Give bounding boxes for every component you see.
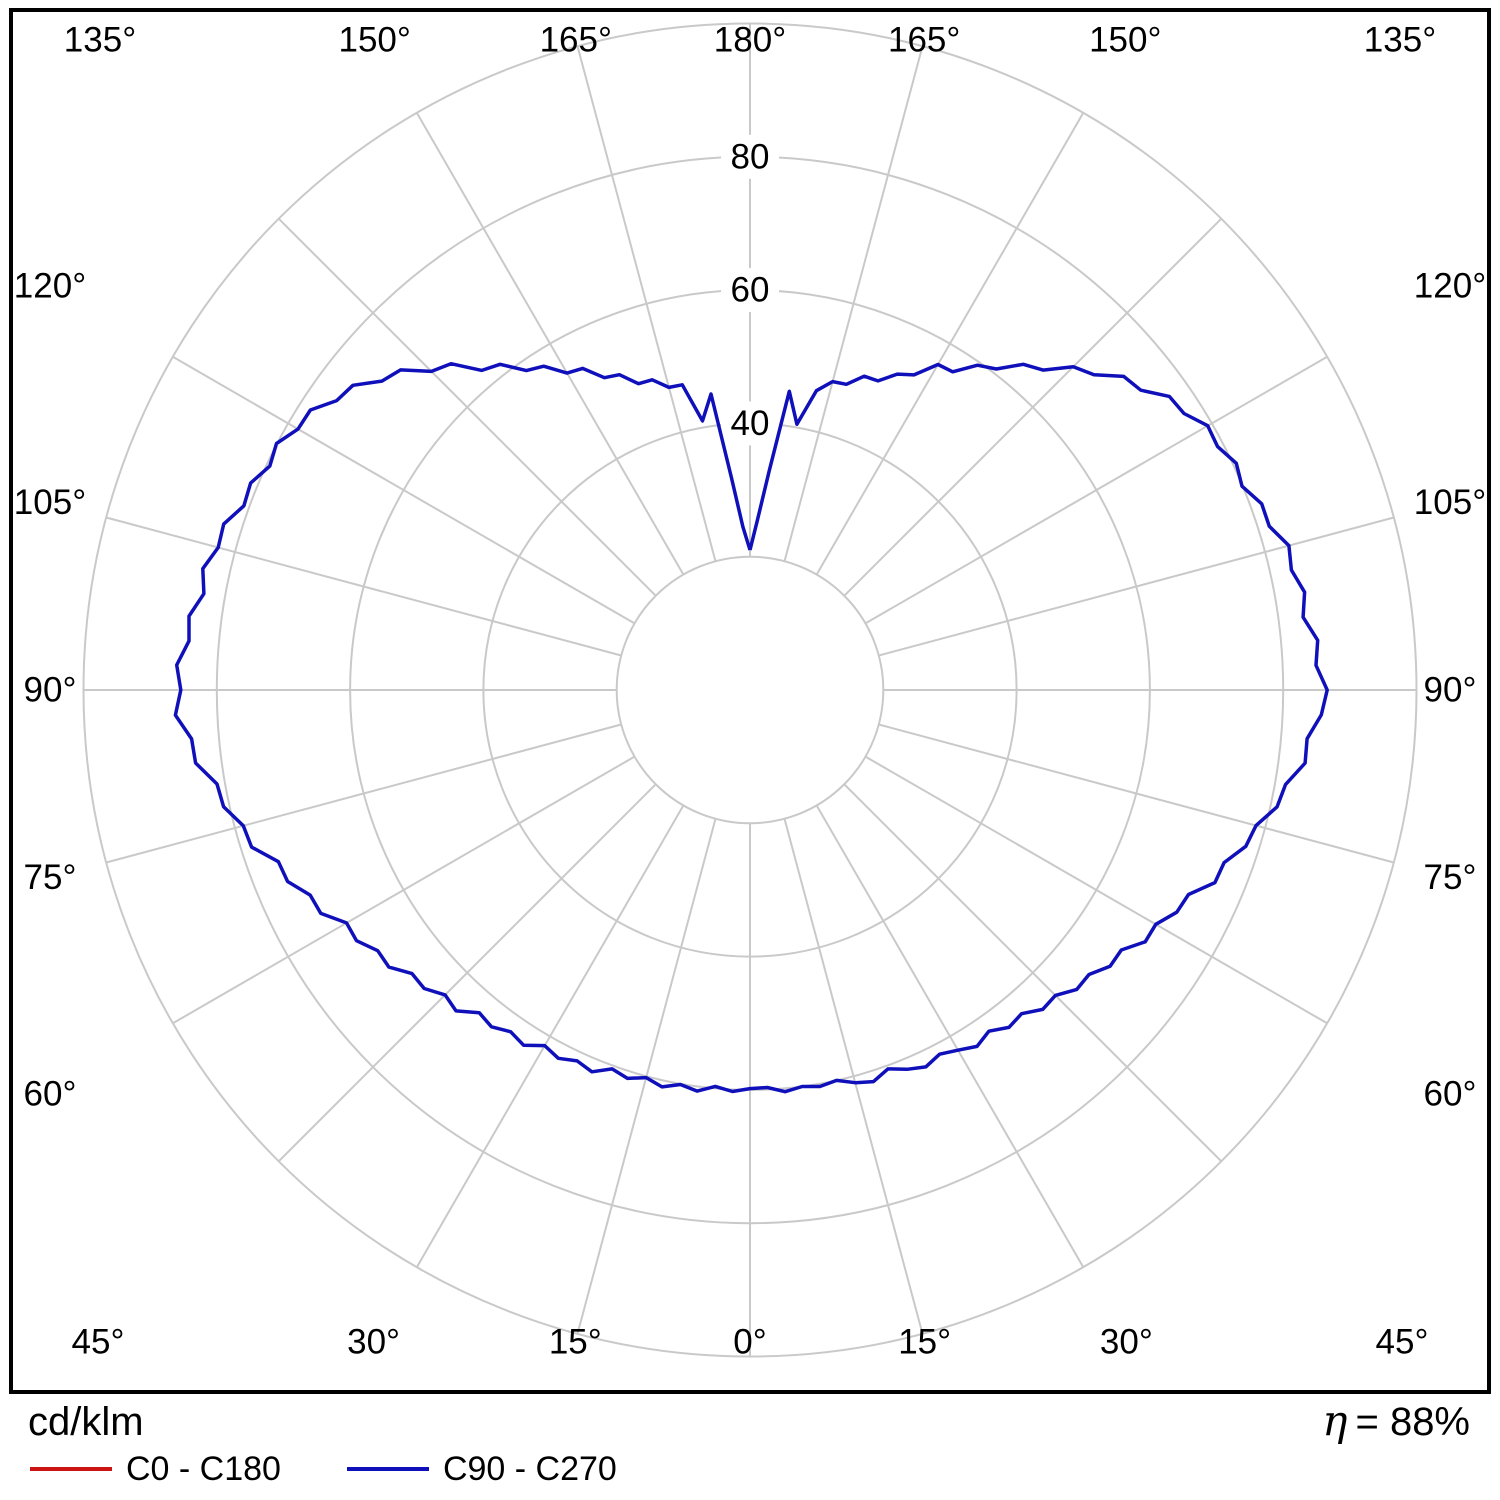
grid-spoke (783, 45, 924, 562)
radial-tick-label: 40 (731, 404, 770, 443)
angle-label: 30° (1100, 1323, 1153, 1362)
angle-label: 105° (14, 483, 86, 522)
legend-item-c0-c180: C0 - C180 (30, 1450, 281, 1488)
grid-spoke (815, 804, 1085, 1268)
radial-tick-label-bg (721, 401, 779, 446)
radial-tick-label: 60 (731, 271, 770, 310)
grid-spoke (277, 783, 657, 1163)
intensity-curve-c90-c270 (173, 361, 1329, 1094)
angle-label: 15° (549, 1323, 602, 1362)
legend-label-c90-c270: C90 - C270 (442, 1450, 617, 1488)
angle-label: 60° (1424, 1075, 1477, 1114)
grid-spoke (277, 217, 657, 597)
angle-label: 90° (24, 671, 77, 710)
legend: C0 - C180 C90 - C270 (30, 1450, 617, 1488)
grid-spoke (105, 516, 622, 657)
grid-spoke (843, 217, 1223, 597)
legend-item-c90-c270: C90 - C270 (346, 1450, 617, 1488)
legend-label-c0-c180: C0 - C180 (126, 1450, 281, 1488)
efficiency-label: η = 88% (1322, 1398, 1470, 1445)
grid-spoke (172, 755, 636, 1025)
radial-tick-label-bg (721, 268, 779, 313)
angle-label: 90° (1424, 671, 1477, 710)
grid-ring (615, 555, 885, 825)
angle-label: 150° (338, 21, 410, 60)
angle-label: 165° (888, 21, 960, 60)
eta-symbol: η (1322, 1396, 1348, 1445)
angle-label: 150° (1089, 21, 1161, 60)
angle-label: 60° (24, 1075, 77, 1114)
angle-label: 105° (1414, 483, 1486, 522)
angle-label: 45° (1376, 1323, 1429, 1362)
angle-label: 0° (733, 1323, 766, 1362)
angle-label: 165° (540, 21, 612, 60)
angle-label: 75° (1424, 858, 1477, 897)
grid-spoke (864, 355, 1328, 625)
angle-label: 135° (64, 21, 136, 60)
radial-tick-label: 80 (731, 137, 770, 176)
grid-spoke (415, 112, 685, 576)
grid-spoke (105, 723, 622, 864)
angle-label: 75° (24, 858, 77, 897)
units-label: cd/klm (28, 1400, 144, 1444)
radial-tick-label-bg (721, 134, 779, 179)
angle-label: 120° (1414, 266, 1486, 305)
angle-label: 120° (14, 266, 86, 305)
grid-spoke (172, 355, 636, 625)
angle-label: 45° (72, 1323, 125, 1362)
angle-label: 180° (714, 21, 786, 60)
angle-label: 15° (898, 1323, 951, 1362)
grid-spoke (843, 783, 1223, 1163)
plot-border (9, 8, 1491, 1394)
grid-spoke (878, 516, 1395, 657)
grid-spoke (576, 45, 717, 562)
angle-label: 30° (347, 1323, 400, 1362)
grid-spoke (415, 804, 685, 1268)
eta-value: = 88% (1355, 1400, 1470, 1444)
angle-label: 135° (1364, 21, 1436, 60)
grid-spoke (864, 755, 1328, 1025)
legend-swatch-c90-c270 (346, 1467, 429, 1471)
grid-spoke (783, 818, 924, 1335)
legend-swatch-c0-c180 (30, 1467, 112, 1471)
grid-spoke (878, 723, 1395, 864)
grid-spoke (815, 112, 1085, 576)
